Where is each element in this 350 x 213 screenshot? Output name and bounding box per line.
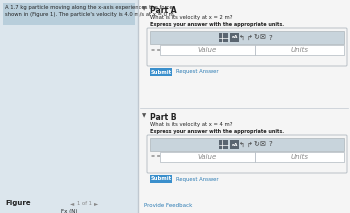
FancyBboxPatch shape (255, 152, 344, 162)
FancyBboxPatch shape (230, 33, 239, 42)
FancyBboxPatch shape (160, 152, 255, 162)
FancyBboxPatch shape (219, 33, 228, 42)
FancyBboxPatch shape (230, 140, 239, 149)
Text: ↱: ↱ (246, 141, 252, 147)
FancyBboxPatch shape (147, 135, 347, 173)
Text: ▼: ▼ (142, 6, 146, 11)
Text: ↻: ↻ (253, 35, 259, 40)
Text: = =: = = (151, 154, 161, 160)
FancyBboxPatch shape (150, 138, 344, 151)
Text: Express your answer with the appropriate units.: Express your answer with the appropriate… (150, 22, 284, 27)
Text: What is its velocity at x = 2 m?: What is its velocity at x = 2 m? (150, 15, 232, 20)
Text: aA: aA (231, 142, 238, 147)
Text: Part B: Part B (150, 113, 176, 122)
Text: Part A: Part A (150, 6, 177, 15)
Text: 1 of 1: 1 of 1 (77, 201, 92, 206)
Text: Figure: Figure (5, 200, 31, 206)
Text: aA: aA (231, 36, 238, 39)
Text: Submit: Submit (150, 69, 172, 75)
Text: Units: Units (290, 47, 308, 53)
Text: ◄: ◄ (70, 201, 74, 206)
Text: A 1.7 kg particle moving along the x-axis experiences the force: A 1.7 kg particle moving along the x-axi… (5, 5, 173, 10)
Text: Fx (N): Fx (N) (61, 209, 77, 213)
Text: Request Answer: Request Answer (176, 177, 219, 181)
Text: ?: ? (268, 141, 272, 147)
Text: ↱: ↱ (246, 35, 252, 40)
Text: Units: Units (290, 154, 308, 160)
FancyBboxPatch shape (147, 28, 347, 66)
FancyBboxPatch shape (3, 3, 135, 25)
Text: Value: Value (198, 47, 217, 53)
Text: ↻: ↻ (253, 141, 259, 147)
Text: Submit: Submit (150, 177, 172, 181)
FancyBboxPatch shape (138, 0, 350, 213)
Text: ?: ? (268, 35, 272, 40)
Text: Value: Value (198, 154, 217, 160)
Text: ►: ► (94, 201, 98, 206)
Text: ✉: ✉ (260, 35, 266, 40)
FancyBboxPatch shape (160, 45, 255, 55)
Text: = =: = = (151, 47, 161, 52)
Text: shown in (Figure 1). The particle's velocity is 4.0 m/s at x = 0 m.: shown in (Figure 1). The particle's velo… (5, 12, 175, 17)
FancyBboxPatch shape (255, 45, 344, 55)
Text: Express your answer with the appropriate units.: Express your answer with the appropriate… (150, 129, 284, 134)
Text: Request Answer: Request Answer (176, 69, 219, 75)
FancyBboxPatch shape (219, 140, 228, 149)
Text: ↰: ↰ (239, 35, 245, 40)
FancyBboxPatch shape (150, 68, 172, 76)
Text: ✉: ✉ (260, 141, 266, 147)
FancyBboxPatch shape (0, 0, 138, 213)
FancyBboxPatch shape (150, 31, 344, 44)
Text: What is its velocity at x = 4 m?: What is its velocity at x = 4 m? (150, 122, 232, 127)
FancyBboxPatch shape (150, 175, 172, 183)
Text: ▼: ▼ (142, 113, 146, 118)
Text: ↰: ↰ (239, 141, 245, 147)
Text: Provide Feedback: Provide Feedback (144, 203, 193, 208)
